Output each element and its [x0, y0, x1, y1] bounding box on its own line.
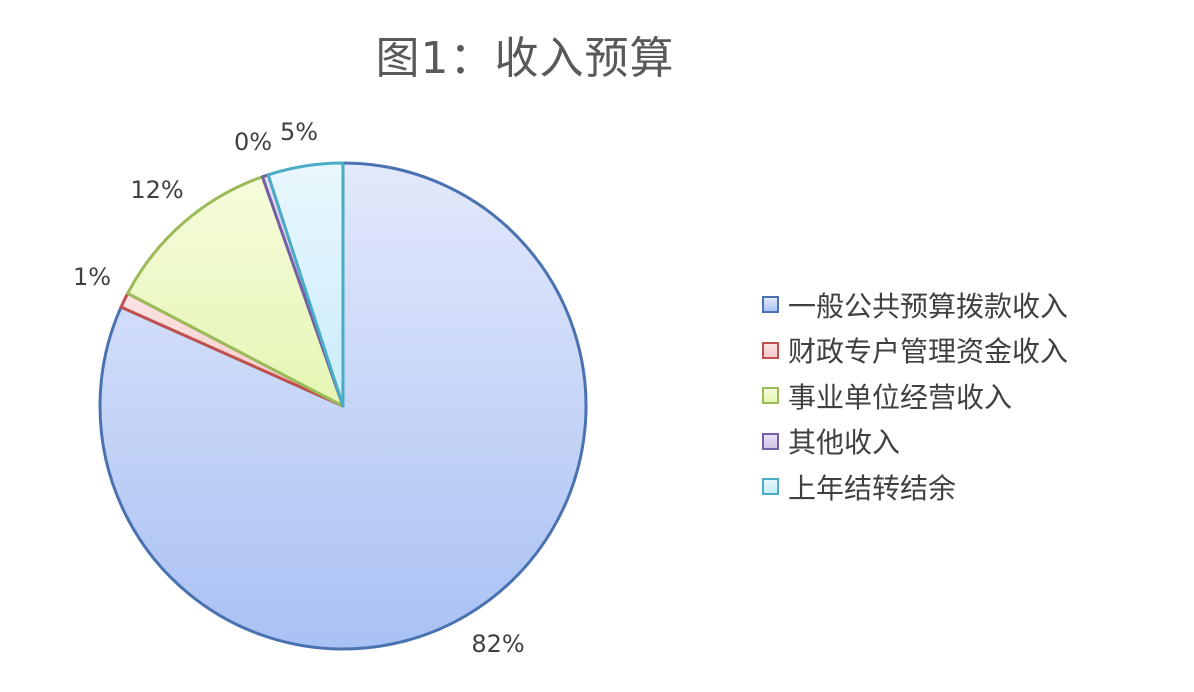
legend-label: 其他收入: [788, 426, 901, 460]
pie-slice-5: [266, 161, 345, 408]
legend-label: 财政专户管理资金收入: [788, 335, 1069, 369]
pie-slice-3: [126, 175, 345, 408]
legend-swatch: [762, 432, 779, 450]
legend-label: 上年结转结余: [788, 471, 957, 505]
chart-legend: 一般公共预算拨款收入 财政专户管理资金收入 事业单位经营收入 其他收入上年结转结余: [762, 282, 1068, 510]
legend-item-4: 其他收入: [762, 419, 1068, 465]
legend-swatch: [762, 478, 779, 496]
legend-label: 一般公共预算拨款收入: [788, 289, 1069, 323]
legend-item-3: 事业单位经营收入: [762, 373, 1068, 419]
legend-swatch: [762, 387, 779, 405]
legend-swatch: [762, 296, 779, 314]
legend-item-2: 财政专户管理资金收入: [762, 328, 1068, 374]
legend-item-5: 上年结转结余: [762, 464, 1068, 510]
chart-title: 图1：收入预算: [375, 33, 675, 84]
legend-item-1: 一般公共预算拨款收入: [762, 282, 1068, 328]
data-label-slice-1: 82%: [471, 630, 524, 658]
legend-swatch: [762, 341, 779, 359]
legend-label: 事业单位经营收入: [788, 380, 1013, 414]
data-label-slice-4: 0%: [234, 128, 272, 156]
data-label-slice-3: 12%: [130, 176, 183, 204]
data-label-slice-2: 1%: [73, 263, 111, 291]
data-label-slice-5: 5%: [280, 118, 318, 146]
